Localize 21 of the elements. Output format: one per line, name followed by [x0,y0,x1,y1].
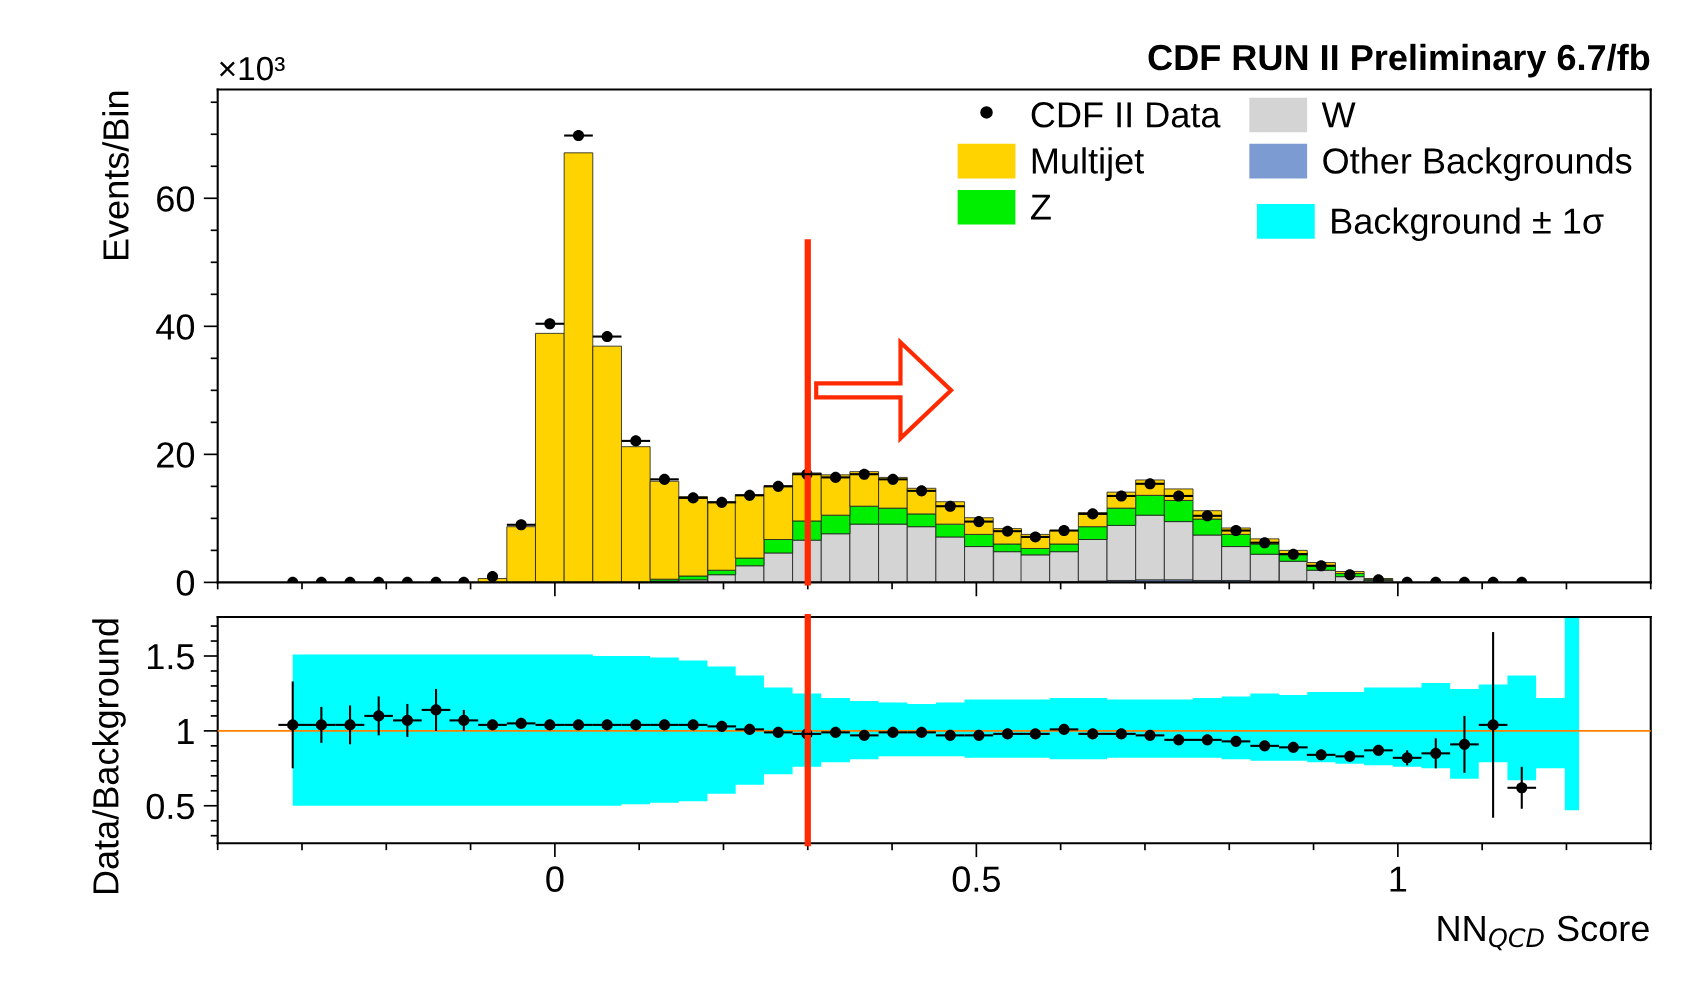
y-axis-title: Data/Background [92,619,126,894]
legend-label: Other Backgrounds [1323,147,1632,181]
x-tick-label: 0.5 [952,866,1000,892]
legend-label: Z [1031,194,1051,220]
x-tick-label: 0 [546,866,564,892]
x-axis-title: NN$_{QCD}$ Score [1438,915,1649,951]
y-tick-label: 60 [157,186,195,212]
text: ×10³ [220,56,285,81]
y-tick-label: 1.5 [148,644,194,670]
x-tick-label: 1 [1390,866,1407,892]
y-tick-label: 0.5 [146,793,194,820]
y-tick-label: 0 [176,570,195,596]
y-axis-title: Events/Bin [102,91,129,260]
legend-label: Multijet [1032,147,1144,181]
y-tick-label: 20 [157,442,195,468]
legend-label: CDF II Data [1031,102,1221,128]
legend-label: W [1321,102,1356,128]
legend-label: Background ± 1σ [1332,207,1604,242]
chart-title: CDF RUN II Preliminary 6.7/fb [1148,43,1650,78]
y-tick-label: 40 [156,314,195,340]
y-tick-label: 1 [178,719,194,744]
